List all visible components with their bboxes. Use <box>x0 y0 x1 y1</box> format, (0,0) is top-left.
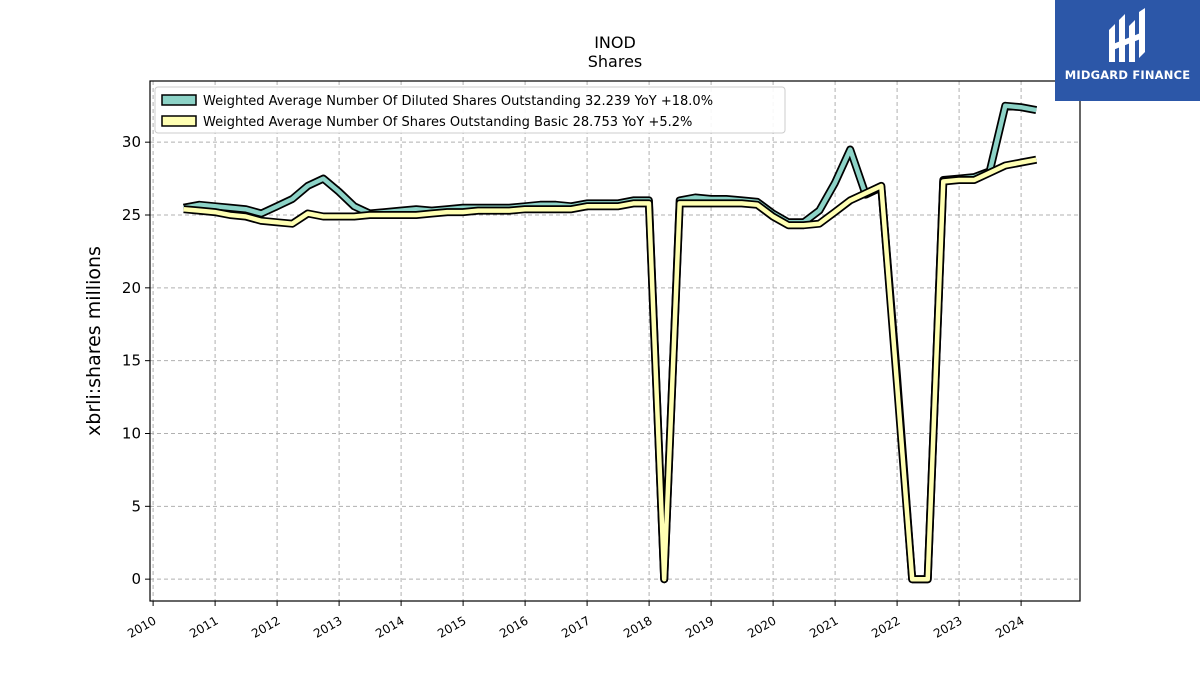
x-tick-label: 2022 <box>869 613 902 640</box>
legend-swatch-basic <box>161 115 197 127</box>
x-tick-label: 2013 <box>311 613 344 640</box>
x-ticks: 2010 2011 2012 2013 2014 2015 2016 2017 2018 2019… <box>125 601 1027 641</box>
series-line-1 <box>183 157 1037 582</box>
x-tick-label: 2015 <box>435 613 468 640</box>
legend-swatch-diluted <box>161 94 197 106</box>
y-ticks: 0 5 10 15 20 25 30 <box>122 133 150 588</box>
grid-lines <box>150 81 1080 601</box>
x-tick-label: 2016 <box>497 613 530 640</box>
y-tick-label: 20 <box>122 279 141 297</box>
x-tick-label: 2021 <box>807 613 840 640</box>
brand-name: MIDGARD FINANCE <box>1064 68 1191 82</box>
x-tick-label: 2012 <box>249 613 282 640</box>
legend-label-diluted: Weighted Average Number Of Diluted Share… <box>203 94 713 109</box>
y-tick-label: 25 <box>122 206 141 224</box>
series-lines <box>182 101 1038 584</box>
x-tick-label: 2010 <box>125 613 158 640</box>
x-tick-label: 2024 <box>993 613 1026 640</box>
chart-title: INOD <box>594 33 636 52</box>
x-tick-label: 2019 <box>683 613 716 640</box>
x-tick-label: 2017 <box>559 613 592 640</box>
legend: Weighted Average Number Of Diluted Share… <box>154 86 786 134</box>
brand-badge: MIDGARD FINANCE <box>1055 0 1200 101</box>
x-tick-label: 2018 <box>621 613 654 640</box>
plot-frame <box>149 80 1081 602</box>
x-tick-label: 2023 <box>931 613 964 640</box>
x-tick-label: 2011 <box>187 613 220 640</box>
x-tick-label: 2014 <box>373 613 406 640</box>
legend-box <box>154 86 786 134</box>
y-tick-label: 0 <box>131 570 141 588</box>
y-tick-label: 5 <box>131 497 141 515</box>
midgard-logo-icon <box>1109 8 1145 62</box>
legend-label-basic: Weighted Average Number Of Shares Outsta… <box>203 115 692 130</box>
y-tick-label: 15 <box>122 352 141 370</box>
y-axis-label: xbrli:shares millions <box>83 246 105 436</box>
chart-subtitle: Shares <box>588 52 643 71</box>
y-tick-label: 10 <box>122 424 141 442</box>
x-tick-label: 2020 <box>745 613 778 640</box>
y-tick-label: 30 <box>122 133 141 151</box>
